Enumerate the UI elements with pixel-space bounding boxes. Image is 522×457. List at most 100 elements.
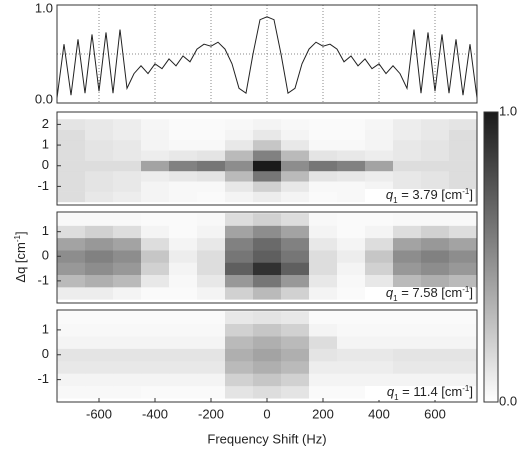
heatmap-cell bbox=[393, 323, 422, 337]
heatmap-cell bbox=[309, 250, 338, 263]
heatmap-cell bbox=[197, 191, 226, 203]
heatmap-cell bbox=[337, 213, 366, 226]
heatmap-cell bbox=[365, 274, 394, 288]
heatmap-cell bbox=[449, 237, 478, 251]
panel-frame bbox=[56, 211, 478, 304]
y-tick-label: 2 bbox=[42, 116, 49, 131]
heatmap-cell bbox=[141, 274, 170, 288]
heatmap-cell bbox=[253, 360, 282, 374]
heatmap-cell bbox=[365, 311, 394, 324]
heatmap-cell bbox=[57, 348, 86, 362]
x-tick-label: -600 bbox=[86, 406, 112, 421]
heatmap-cell bbox=[225, 139, 254, 151]
heatmap-cell bbox=[197, 181, 226, 192]
heatmap-cell bbox=[169, 287, 198, 300]
heatmap-cell bbox=[449, 170, 478, 182]
heatmap-cell bbox=[57, 170, 86, 182]
heatmap-cell bbox=[309, 262, 338, 276]
heatmap-cell bbox=[253, 237, 282, 251]
heatmap-cell bbox=[281, 385, 310, 399]
heatmap-cell bbox=[281, 287, 310, 300]
heatmap-cell bbox=[169, 373, 198, 387]
heatmap-cell bbox=[141, 160, 170, 172]
heatmap-cell bbox=[281, 360, 310, 374]
heatmap-cell bbox=[449, 262, 478, 276]
heatmap-cell bbox=[309, 191, 338, 203]
heatmap-cell bbox=[113, 129, 142, 141]
heatmap-cell bbox=[421, 160, 450, 172]
heatmap-cell bbox=[57, 213, 86, 226]
colorbar-tick-label: 1.0 bbox=[499, 103, 517, 118]
text-part: 1 bbox=[393, 294, 398, 303]
heatmap-cell bbox=[85, 373, 114, 387]
heatmap-cell bbox=[169, 360, 198, 374]
x-tick-label: 200 bbox=[312, 406, 334, 421]
heatmap-cell bbox=[57, 385, 86, 399]
x-axis-label: Frequency Shift (Hz) bbox=[207, 431, 326, 446]
heatmap-cell bbox=[169, 160, 198, 172]
heatmap-cell bbox=[113, 348, 142, 362]
heatmap-cell bbox=[225, 274, 254, 288]
heatmap-cell bbox=[141, 323, 170, 337]
colorbar-tick-label: 0.0 bbox=[499, 393, 517, 408]
heatmap-cell bbox=[393, 348, 422, 362]
heatmap-cell bbox=[309, 129, 338, 141]
heatmap-cell bbox=[253, 262, 282, 276]
heatmap-cell bbox=[281, 191, 310, 203]
heatmap-cell bbox=[169, 213, 198, 226]
panel-frame bbox=[56, 309, 478, 403]
heatmap-cell bbox=[141, 250, 170, 263]
heatmap-cell bbox=[141, 287, 170, 300]
heatmap-cell bbox=[113, 311, 142, 324]
heatmap-cell bbox=[169, 274, 198, 288]
heatmap-cell bbox=[85, 336, 114, 349]
heatmap-cell bbox=[141, 191, 170, 203]
heatmap-cell bbox=[309, 311, 338, 324]
heatmap-cell bbox=[141, 213, 170, 226]
heatmap-cell bbox=[449, 160, 478, 172]
heatmap-cell bbox=[281, 250, 310, 263]
annotation-bg bbox=[365, 189, 475, 203]
y-tick-label: 0 bbox=[42, 248, 49, 263]
heatmap-cell bbox=[225, 250, 254, 263]
heatmap-cell bbox=[85, 262, 114, 276]
heatmap-cell bbox=[421, 311, 450, 324]
heatmap-cell bbox=[225, 323, 254, 337]
heatmap-cell bbox=[141, 119, 170, 130]
heatmap-cell bbox=[253, 336, 282, 349]
annotation-bg bbox=[365, 287, 475, 301]
heatmap-cell bbox=[393, 213, 422, 226]
heatmap-cell bbox=[253, 150, 282, 161]
heatmap-cell bbox=[253, 129, 282, 141]
y-tick-label: -1 bbox=[37, 272, 49, 287]
heatmap-cell bbox=[141, 150, 170, 161]
heatmap-cell bbox=[169, 181, 198, 192]
colorbar bbox=[483, 111, 499, 403]
text-part: = 11.4 [cm bbox=[399, 384, 463, 399]
heatmap-cell bbox=[197, 225, 226, 239]
annotation: q1 = 11.4 [cm-1] bbox=[387, 384, 473, 402]
heatmap-cell bbox=[113, 150, 142, 161]
heatmap-cell bbox=[281, 336, 310, 349]
x-tick-label: 400 bbox=[368, 406, 390, 421]
x-tick-label: -400 bbox=[142, 406, 168, 421]
text-part: q bbox=[387, 384, 395, 399]
heatmap-cell bbox=[281, 150, 310, 161]
heatmap-cell bbox=[337, 323, 366, 337]
heatmap-cell bbox=[309, 181, 338, 192]
heatmap-cell bbox=[225, 170, 254, 182]
heatmap-cell bbox=[365, 237, 394, 251]
heatmap-cell bbox=[197, 213, 226, 226]
x-tick-label: -200 bbox=[198, 406, 224, 421]
heatmap-cell bbox=[393, 373, 422, 387]
heatmap-cell bbox=[393, 181, 422, 192]
heatmap-cell bbox=[337, 287, 366, 300]
heatmap-cell bbox=[85, 150, 114, 161]
heatmap-cell bbox=[141, 373, 170, 387]
heatmap-cell bbox=[365, 373, 394, 387]
heatmap-cell bbox=[421, 274, 450, 288]
heatmap-cell bbox=[85, 181, 114, 192]
heatmap-cell bbox=[421, 323, 450, 337]
heatmap-cell bbox=[113, 360, 142, 374]
